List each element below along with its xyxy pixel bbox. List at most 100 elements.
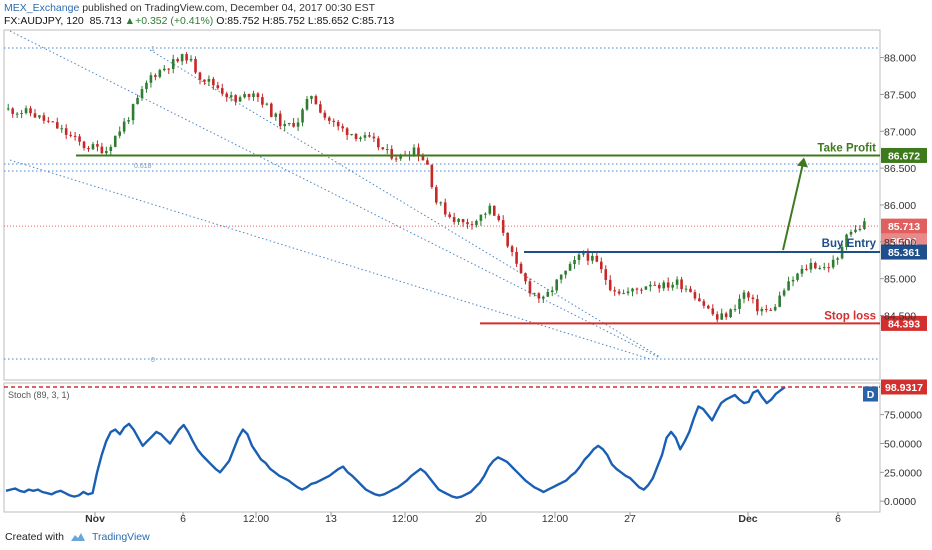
candle-body <box>555 279 559 291</box>
candle-body <box>604 269 608 280</box>
candle-body <box>345 128 349 136</box>
candle-body <box>29 108 32 114</box>
candle-body <box>506 232 509 247</box>
candle-body <box>296 122 300 127</box>
symbol-line: FX:AUDJPY, 120 85.713 ▲+0.352 (+0.41%) O… <box>4 15 394 27</box>
candle-body <box>546 291 550 297</box>
stoch-pane-border <box>3 382 881 513</box>
stoch-flag-bg <box>863 386 878 402</box>
candle-body <box>417 147 420 157</box>
candle-body <box>622 293 625 295</box>
candle-body <box>662 282 666 289</box>
candle-body <box>818 267 822 269</box>
tradingview-logo-icon <box>70 533 85 541</box>
candle-body <box>742 292 746 299</box>
time-tick-label: 12:00 <box>392 513 418 525</box>
stoch-pane: Stoch (89, 3, 1) D <box>4 386 880 499</box>
publisher-line: MEX_Exchange published on TradingView.co… <box>4 2 375 14</box>
candle-body <box>278 113 282 127</box>
candle-body <box>845 234 848 248</box>
candle-body <box>492 205 496 216</box>
candle-body <box>234 95 237 102</box>
fib-label-0618: 0.618 <box>134 163 152 170</box>
candle-body <box>858 228 862 230</box>
candle-body <box>657 284 661 289</box>
ohlc-values: O:85.752 H:85.752 L:85.652 C:85.713 <box>216 15 395 27</box>
candle-body <box>390 149 394 159</box>
candle-body <box>91 144 95 150</box>
trade-levels[interactable]: Take Profit Buy Entry Stop loss 86.672 85.71… <box>4 142 927 395</box>
buy-entry-tag: 85.361 <box>888 247 920 259</box>
candle-body <box>533 293 536 295</box>
candle-body <box>613 290 616 292</box>
candle-body <box>470 224 474 226</box>
time-tick-label: 12:00 <box>542 513 568 525</box>
created-with-label: Created with <box>5 531 64 543</box>
grid-lines <box>3 29 881 513</box>
candle-body <box>394 158 398 160</box>
candle-body <box>635 288 639 290</box>
candle-body <box>212 78 215 86</box>
candle-body <box>715 314 719 320</box>
price-change: +0.352 (+0.41%) <box>135 15 214 27</box>
candle-body <box>836 258 839 260</box>
candle-body <box>769 309 773 311</box>
candle-body <box>550 290 554 292</box>
candle-body <box>707 305 710 309</box>
candle-body <box>145 82 148 90</box>
candle-body <box>524 273 527 282</box>
candle-body <box>773 306 777 311</box>
take-profit-tag-bg <box>881 147 927 163</box>
candle-body <box>220 88 224 94</box>
candle-body <box>283 124 286 127</box>
candle-body <box>24 108 28 114</box>
stoch-last-value-tag: 98.9317 <box>885 382 923 394</box>
candle-body <box>738 298 741 310</box>
candle-body <box>11 108 14 114</box>
candle-body <box>274 113 278 117</box>
candle-body <box>265 103 269 105</box>
candle-body <box>38 115 41 118</box>
candle-body <box>122 121 126 132</box>
candle-body <box>729 309 732 318</box>
candle-body <box>60 128 64 130</box>
candle-body <box>519 263 523 274</box>
candle-body <box>140 89 144 98</box>
candle-body <box>73 135 77 137</box>
candle-body <box>537 293 541 299</box>
candle-body <box>573 259 576 265</box>
candle-body <box>631 288 634 292</box>
last-price: 85.713 <box>89 15 122 27</box>
candle-body <box>711 308 715 315</box>
candle-body <box>189 58 193 61</box>
candle-body <box>256 93 260 98</box>
candle-body <box>243 94 246 98</box>
candle-body <box>564 270 567 275</box>
price-tick-label: 86.000 <box>884 200 916 212</box>
candle-body <box>198 72 202 80</box>
candle-body <box>6 108 10 110</box>
tradingview-brand[interactable]: TradingView <box>91 531 150 543</box>
candle-body <box>720 313 723 320</box>
candle-body <box>809 262 813 270</box>
stop-loss-tag-bg <box>881 315 927 331</box>
candle-body <box>426 160 429 165</box>
candle-body <box>314 96 318 105</box>
candle-body <box>724 313 728 318</box>
publisher-name[interactable]: MEX_Exchange <box>4 2 80 14</box>
candle-body <box>698 298 701 302</box>
trend-line <box>9 30 661 359</box>
candle-body <box>764 308 768 310</box>
candle-body <box>350 133 353 136</box>
candle-body <box>666 282 670 288</box>
candle-body <box>430 164 434 188</box>
candle-body <box>194 58 197 73</box>
candle-body <box>87 147 90 150</box>
candle-body <box>733 309 737 311</box>
candle-body <box>176 59 179 62</box>
candle-body <box>644 286 648 290</box>
stoch-line <box>5 386 786 499</box>
candle-body <box>591 255 594 261</box>
price-tick-label: 87.000 <box>884 126 916 138</box>
